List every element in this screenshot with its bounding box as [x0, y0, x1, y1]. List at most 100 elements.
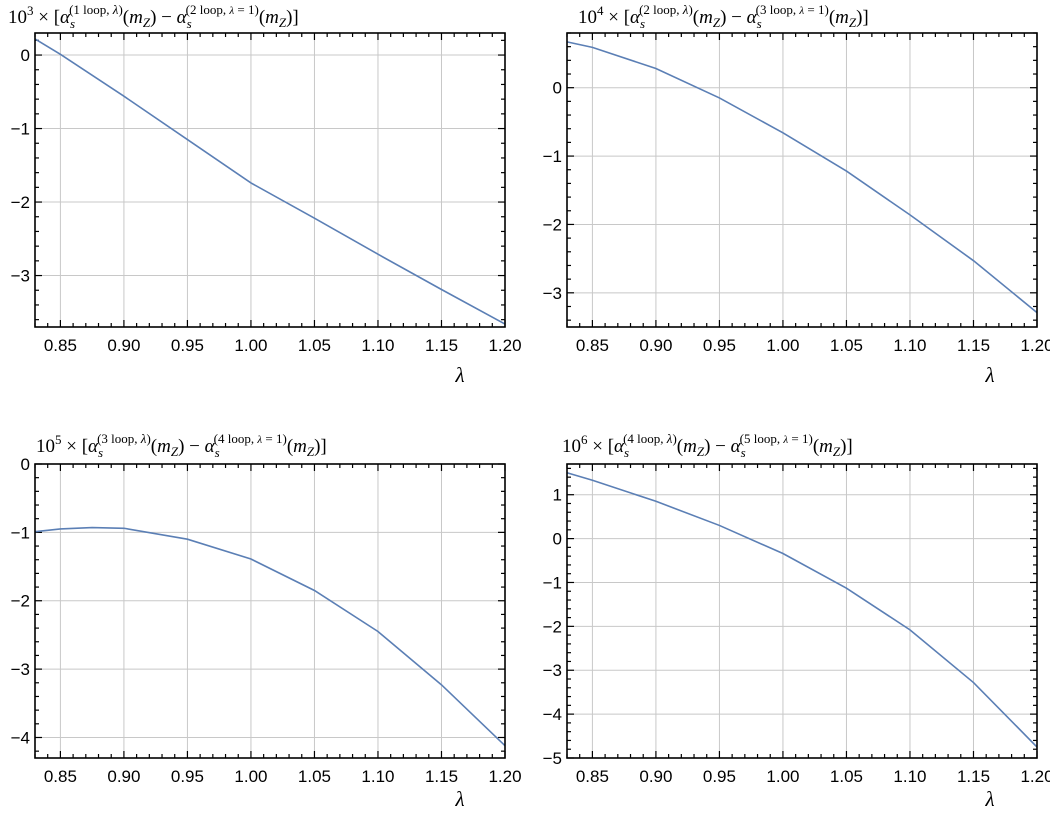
- title-paren: (: [813, 436, 819, 457]
- mass-symbol: m: [835, 7, 849, 28]
- title-superscript: (4 loop,: [214, 431, 258, 446]
- x-tick-label: 1.15: [957, 767, 990, 786]
- data-series-line: [566, 472, 1038, 748]
- title-base: 10: [8, 7, 27, 28]
- x-tick-label: 0.85: [576, 336, 609, 355]
- y-tick-label: −5: [543, 749, 562, 768]
- x-tick-label: 0.90: [107, 767, 140, 786]
- x-tick-label: 1.00: [766, 767, 799, 786]
- alpha-symbol: α: [614, 436, 625, 457]
- title-paren: (: [677, 436, 683, 457]
- title-minus: ) −: [704, 436, 731, 457]
- x-tick-label: 0.90: [639, 767, 672, 786]
- y-tick-label: −4: [11, 728, 30, 747]
- title-superscript: (3 loop,: [97, 431, 141, 446]
- y-tick-label: −2: [543, 215, 562, 234]
- mass-symbol: m: [293, 436, 307, 457]
- lambda-symbol: λ: [682, 2, 689, 17]
- chart-panel-1: 0.85 0.90 0.95 1.00 1.05 1.10 1.15 1.20 0 −1 −2 −3 1…: [8, 2, 522, 387]
- title-power: 3: [27, 3, 34, 18]
- x-tick-label: 0.95: [171, 336, 204, 355]
- y-tick-label: 1: [553, 486, 562, 505]
- x-tick-label: 1.00: [234, 767, 267, 786]
- alpha-subscript: s: [187, 16, 192, 31]
- plot-frame: [34, 32, 506, 328]
- x-tick-label: 1.15: [957, 336, 990, 355]
- chart-title: 104 × [αs(2 loop, λ)(mZ) − αs(3 loop, λ …: [578, 2, 869, 31]
- mass-subscript: Z: [143, 15, 151, 30]
- y-tick-label: 0: [553, 79, 562, 98]
- y-tick-label: −3: [543, 661, 562, 680]
- y-tick-label: −1: [543, 147, 562, 166]
- lambda-symbol: λ: [798, 5, 804, 17]
- title-base: 10: [562, 436, 581, 457]
- title-superscript: (1 loop,: [69, 2, 113, 17]
- y-tick-label: −3: [543, 284, 562, 303]
- title-bracket: )]: [286, 7, 299, 28]
- y-tick-label: −3: [11, 267, 30, 286]
- x-tick-label: 1.00: [234, 336, 267, 355]
- x-tick-label: 1.20: [488, 767, 521, 786]
- title-paren: (: [151, 436, 157, 457]
- title-paren: = 1): [788, 431, 813, 446]
- title-paren: = 1): [804, 2, 829, 17]
- lambda-symbol: λ: [666, 431, 673, 446]
- x-tick-label: 0.95: [703, 336, 736, 355]
- x-axis-label: λ: [984, 787, 994, 811]
- x-tick-label: 0.95: [703, 767, 736, 786]
- chart-title: 105 × [αs(3 loop, λ)(mZ) − αs(4 loop, λ …: [36, 431, 327, 460]
- lambda-symbol: λ: [228, 5, 234, 17]
- title-superscript: (3 loop,: [756, 2, 800, 17]
- title-paren: (: [829, 7, 835, 28]
- data-series-line: [566, 41, 1038, 314]
- alpha-subscript: s: [741, 445, 746, 460]
- x-tick-label: 1.05: [830, 336, 863, 355]
- title-base: 10: [36, 436, 55, 457]
- title-minus: ) −: [720, 7, 747, 28]
- title-paren: ): [146, 431, 150, 446]
- title-superscript: (2 loop,: [186, 2, 230, 17]
- x-tick-label: 0.85: [44, 767, 77, 786]
- alpha-symbol: α: [630, 7, 641, 28]
- x-tick-label: 1.05: [298, 336, 331, 355]
- x-tick-label: 0.85: [44, 336, 77, 355]
- x-tick-label: 1.05: [830, 767, 863, 786]
- title-paren: ): [672, 431, 676, 446]
- title-bracket: × [: [62, 436, 89, 457]
- x-tick-label: 1.10: [893, 767, 926, 786]
- y-tick-label: −1: [543, 573, 562, 592]
- y-tick-label: −2: [11, 592, 30, 611]
- x-tick-label: 1.10: [361, 336, 394, 355]
- x-tick-label: 0.95: [171, 767, 204, 786]
- x-tick-label: 1.15: [425, 336, 458, 355]
- title-paren: (: [259, 7, 265, 28]
- alpha-subscript: s: [98, 445, 103, 460]
- plot-frame: [34, 463, 506, 759]
- title-power: 5: [55, 432, 62, 447]
- chart-title: 103 × [αs(1 loop, λ)(mZ) − αs(2 loop, λ …: [8, 2, 299, 31]
- title-paren: ): [118, 2, 122, 17]
- title-superscript: (2 loop,: [639, 2, 683, 17]
- y-tick-label: −1: [11, 120, 30, 139]
- y-tick-label: −3: [11, 660, 30, 679]
- mass-symbol: m: [265, 7, 279, 28]
- title-power: 6: [581, 432, 588, 447]
- title-paren: = 1): [262, 431, 287, 446]
- alpha-subscript: s: [757, 16, 762, 31]
- alpha-subscript: s: [70, 16, 75, 31]
- mass-symbol: m: [683, 436, 697, 457]
- x-tick-label: 0.85: [576, 767, 609, 786]
- alpha-symbol: α: [205, 436, 216, 457]
- mass-symbol: m: [699, 7, 713, 28]
- mass-subscript: Z: [849, 15, 857, 30]
- alpha-symbol: α: [88, 436, 99, 457]
- alpha-symbol: α: [60, 7, 71, 28]
- mass-symbol: m: [819, 436, 833, 457]
- chart-title: 106 × [αs(4 loop, λ)(mZ) − αs(5 loop, λ …: [562, 431, 853, 460]
- x-tick-label: 1.00: [766, 336, 799, 355]
- title-power: 4: [597, 3, 604, 18]
- title-base: 10: [578, 7, 597, 28]
- title-paren: (: [123, 7, 129, 28]
- alpha-symbol: α: [747, 7, 758, 28]
